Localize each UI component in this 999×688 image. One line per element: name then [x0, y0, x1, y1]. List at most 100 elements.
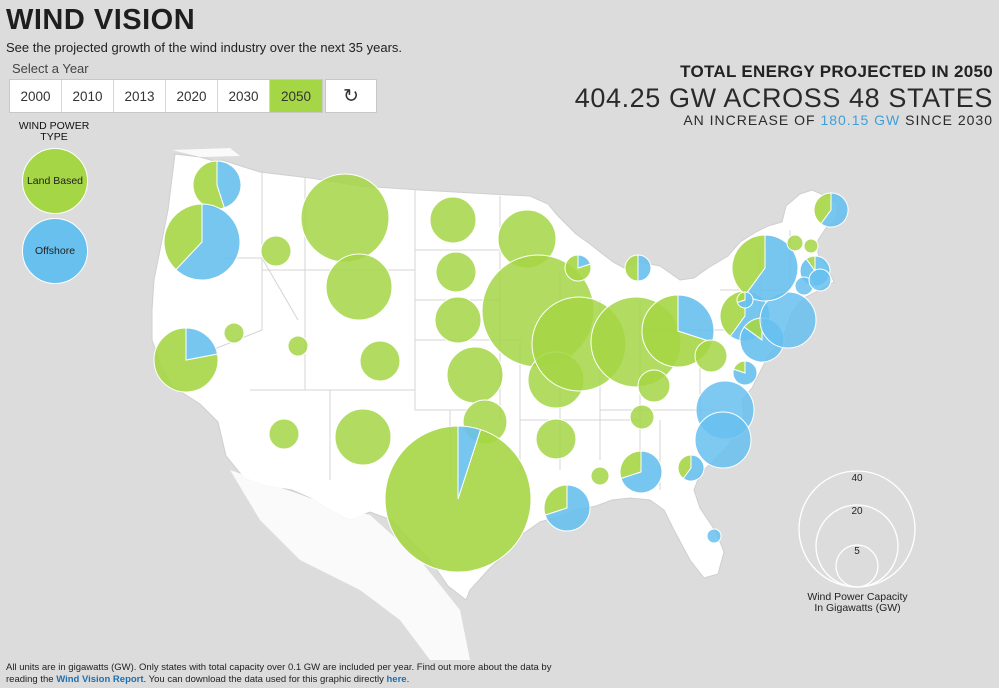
state-bubble-ca[interactable]: [153, 327, 219, 393]
footer-text-4: .: [406, 674, 410, 685]
state-bubble-nv[interactable]: [223, 322, 245, 344]
mexico-landmass: [230, 470, 470, 660]
legend-land-label: Land Based: [26, 175, 84, 187]
state-bubble-tx[interactable]: [384, 425, 532, 573]
year-button-2030[interactable]: 2030: [218, 80, 270, 112]
year-button-2000[interactable]: 2000: [10, 80, 62, 112]
state-bubble-vt[interactable]: [786, 234, 804, 252]
state-bubble-al[interactable]: [619, 450, 663, 494]
year-button-2010[interactable]: 2010: [62, 80, 114, 112]
state-bubble-va[interactable]: [732, 360, 758, 386]
state-bubble-de[interactable]: [736, 291, 754, 309]
state-bubble-la[interactable]: [543, 484, 591, 532]
land-slice: [637, 369, 671, 403]
state-bubble-ne[interactable]: [434, 296, 482, 344]
state-bubble-ri[interactable]: [808, 268, 832, 292]
land-slice: [813, 192, 832, 225]
state-bubble-ms[interactable]: [590, 466, 610, 486]
refresh-icon: ↻: [343, 85, 359, 107]
state-bubble-wy[interactable]: [325, 253, 393, 321]
land-slice: [359, 340, 401, 382]
state-bubble-ks[interactable]: [446, 346, 504, 404]
state-bubble-ar[interactable]: [535, 418, 577, 460]
state-bubble-me[interactable]: [813, 192, 849, 228]
land-slice: [163, 203, 203, 271]
state-bubble-nd[interactable]: [429, 196, 477, 244]
increase-prefix: AN INCREASE OF: [683, 112, 816, 128]
offshore-slice: [736, 291, 754, 309]
state-bubble-mi[interactable]: [624, 254, 652, 282]
land-slice: [260, 235, 292, 267]
state-bubble-ky[interactable]: [637, 369, 671, 403]
page-title: WIND VISION: [6, 4, 196, 36]
scale-caption-line1: Wind Power Capacity: [807, 591, 908, 603]
land-slice: [268, 418, 300, 450]
offshore-slice: [706, 528, 722, 544]
land-slice: [629, 404, 655, 430]
state-bubble-oh[interactable]: [641, 294, 715, 368]
land-slice: [590, 466, 610, 486]
offshore-slice: [577, 254, 591, 269]
scale-caption-line2: In Gigawatts (GW): [814, 602, 901, 614]
offshore-slice: [808, 268, 832, 292]
state-bubble-id[interactable]: [260, 235, 292, 267]
stats-panel: TOTAL ENERGY PROJECTED IN 2050 404.25 GW…: [575, 62, 993, 128]
reset-button[interactable]: ↻: [325, 79, 377, 113]
offshore-slice: [637, 254, 652, 282]
land-slice: [435, 251, 477, 293]
stats-increase: AN INCREASE OF 180.15 GW SINCE 2030: [575, 112, 993, 128]
scale-label-5: 5: [854, 546, 860, 557]
state-bubble-co[interactable]: [359, 340, 401, 382]
land-slice: [786, 234, 804, 252]
state-bubble-nc[interactable]: [694, 411, 752, 469]
year-button-2050[interactable]: 2050: [270, 80, 322, 112]
scale-circle-5: [835, 544, 879, 588]
state-bubble-or[interactable]: [163, 203, 241, 281]
land-slice: [325, 253, 393, 321]
offshore-slice: [620, 450, 663, 494]
state-bubble-wa[interactable]: [192, 160, 242, 210]
land-slice: [694, 339, 728, 373]
land-slice: [619, 450, 642, 480]
land-slice: [434, 296, 482, 344]
scale-label-20: 20: [851, 506, 863, 517]
state-bubble-nh[interactable]: [803, 238, 819, 254]
state-bubble-wi[interactable]: [564, 254, 592, 282]
legend-title-line1: WIND POWER: [18, 120, 90, 132]
state-bubble-ga[interactable]: [677, 454, 705, 482]
year-select-label: Select a Year: [12, 61, 89, 76]
state-bubble-ny[interactable]: [731, 234, 799, 302]
wind-vision-report-link[interactable]: Wind Vision Report: [56, 674, 144, 685]
download-data-link[interactable]: here: [386, 674, 407, 685]
land-slice: [287, 335, 309, 357]
legend-title-line2: TYPE: [40, 131, 68, 143]
year-button-2020[interactable]: 2020: [166, 80, 218, 112]
land-slice: [446, 346, 504, 404]
state-bubble-ut[interactable]: [287, 335, 309, 357]
state-bubble-az[interactable]: [268, 418, 300, 450]
offshore-slice: [682, 454, 705, 482]
state-bubble-tn[interactable]: [629, 404, 655, 430]
footer-note: All units are in gigawatts (GW). Only st…: [6, 662, 606, 686]
state-bubble-nm[interactable]: [334, 408, 392, 466]
offshore-slice: [732, 360, 758, 386]
state-bubble-mt[interactable]: [300, 173, 390, 263]
land-slice: [543, 484, 568, 516]
land-slice: [803, 238, 819, 254]
increase-value: 180.15 GW: [820, 112, 901, 128]
offshore-slice: [216, 160, 242, 209]
legend-land-based: Land Based: [22, 148, 88, 214]
state-bubble-fl[interactable]: [706, 528, 722, 544]
legend-title: WIND POWER TYPE: [14, 121, 94, 143]
offshore-slice: [457, 425, 482, 500]
land-slice: [300, 173, 390, 263]
land-slice: [429, 196, 477, 244]
state-bubble-wv[interactable]: [694, 339, 728, 373]
state-bubble-sd[interactable]: [435, 251, 477, 293]
land-slice: [624, 254, 639, 282]
year-button-2013[interactable]: 2013: [114, 80, 166, 112]
land-slice: [677, 454, 692, 480]
offshore-slice: [175, 203, 241, 281]
state-border: [261, 257, 299, 321]
